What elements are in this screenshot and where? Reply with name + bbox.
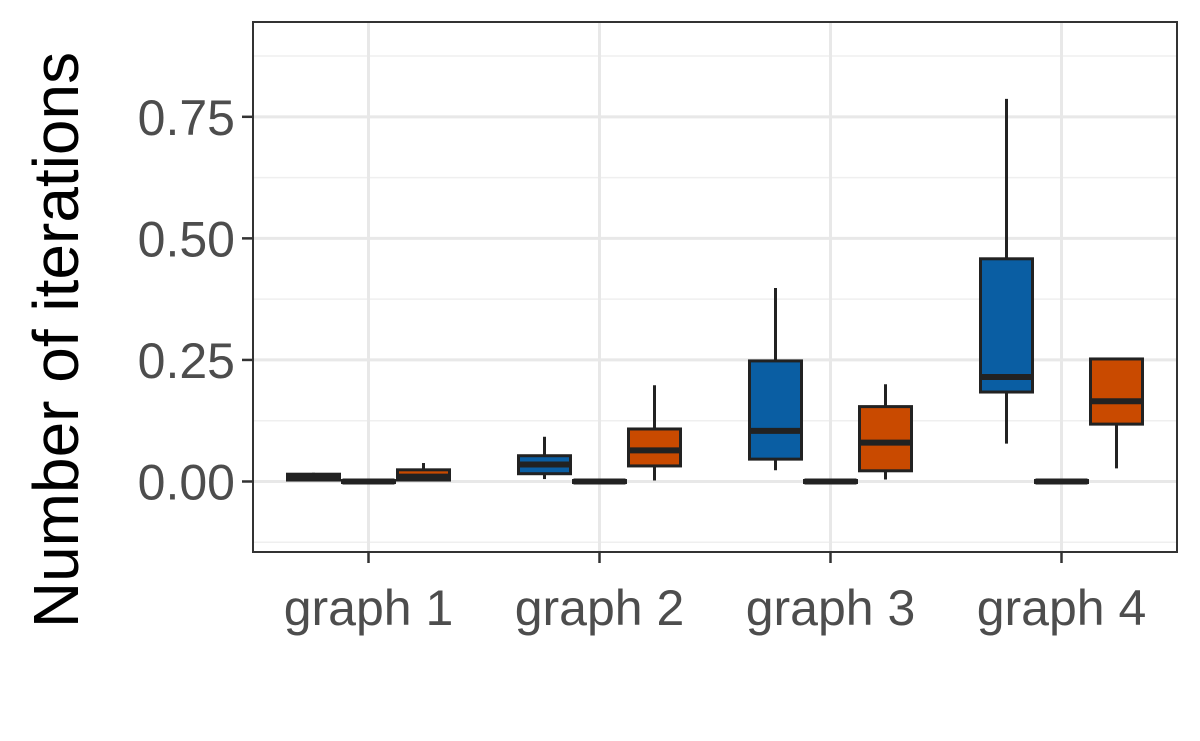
y-axis-title: Number of iterations <box>20 52 92 628</box>
x-tick-label: graph 3 <box>746 580 916 636</box>
y-tick-label: 0.25 <box>138 333 235 389</box>
box <box>858 405 913 473</box>
boxplot-2-graph-2 <box>572 478 627 485</box>
box <box>748 359 803 461</box>
y-tick-label: 0.50 <box>138 211 235 267</box>
boxplot-1-graph-1 <box>286 472 341 482</box>
boxplot-3-graph-3 <box>858 384 913 480</box>
boxplot-3-graph-2 <box>627 385 682 481</box>
boxplots <box>286 98 1144 485</box>
boxplot-3-graph-1 <box>396 463 451 482</box>
x-tick-label: graph 2 <box>515 580 685 636</box>
box <box>979 257 1034 394</box>
boxplot-2-graph-1 <box>341 478 396 485</box>
y-axis: 0.00 0.25 0.50 0.75 <box>138 90 253 510</box>
y-tick-label: 0.75 <box>138 90 235 146</box>
x-tick-label: graph 4 <box>977 580 1147 636</box>
x-axis: graph 1 graph 2 graph 3 graph 4 <box>284 552 1147 636</box>
x-tick-label: graph 1 <box>284 580 454 636</box>
panel-background <box>253 22 1177 552</box>
boxplot-2-graph-3 <box>803 478 858 485</box>
panel-border <box>252 21 1178 553</box>
boxplot-1-graph-2 <box>517 436 572 480</box>
y-tick-label: 0.00 <box>138 454 235 510</box>
boxplot-2-graph-4 <box>1034 478 1089 485</box>
boxplot-3-graph-4 <box>1089 357 1144 469</box>
box <box>1089 357 1144 426</box>
boxplot-1-graph-4 <box>979 98 1034 444</box>
boxplot-1-graph-3 <box>748 287 803 471</box>
